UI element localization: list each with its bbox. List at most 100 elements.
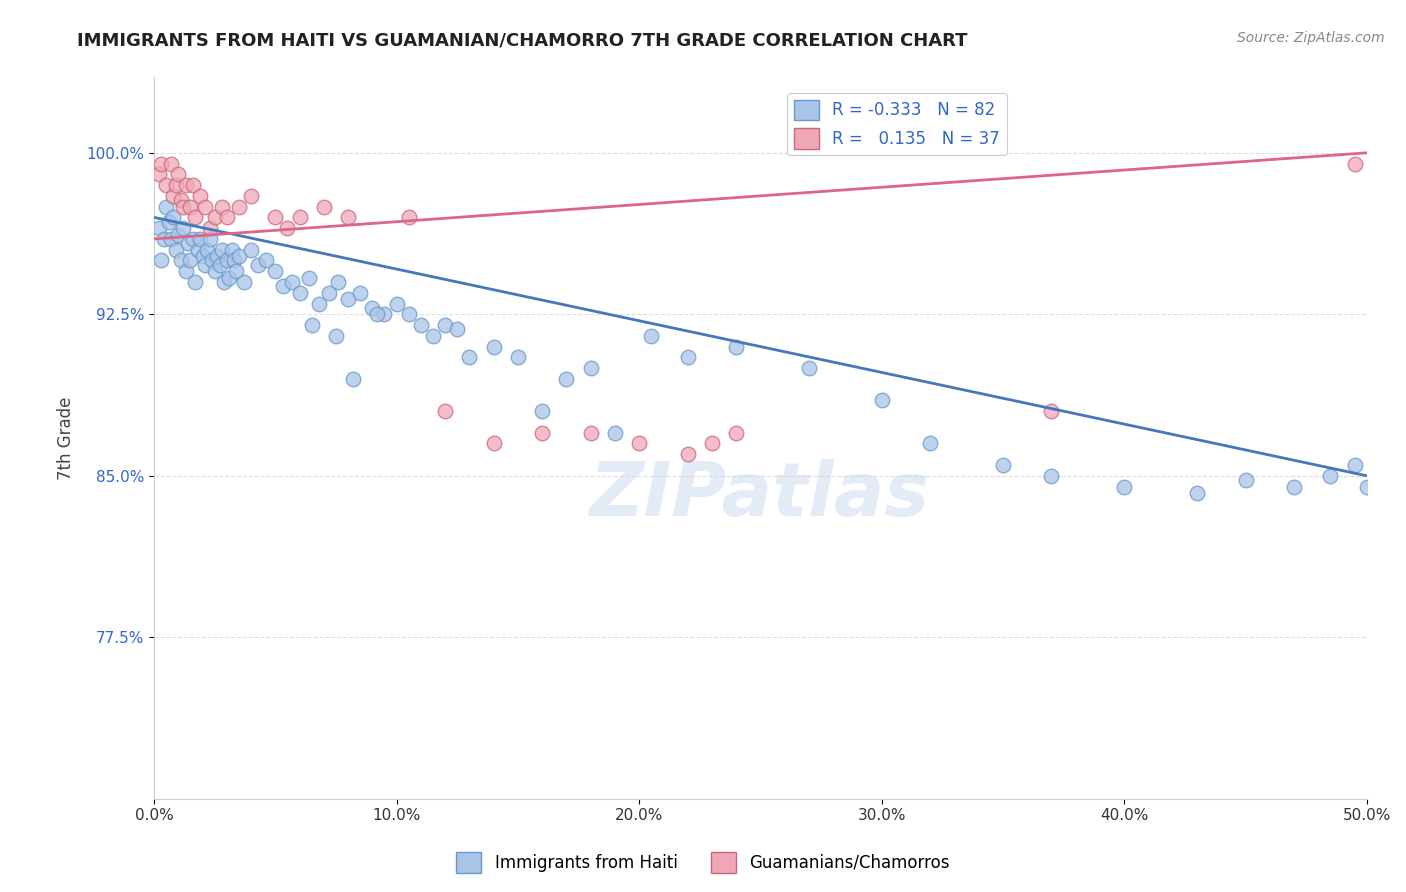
Point xyxy=(201,253,224,268)
Point xyxy=(725,425,748,440)
Point xyxy=(155,200,177,214)
Point xyxy=(531,404,554,418)
Point xyxy=(152,232,174,246)
Point xyxy=(991,458,1014,472)
Y-axis label: 7th Grade: 7th Grade xyxy=(58,396,75,480)
Point xyxy=(640,328,662,343)
Point xyxy=(409,318,432,332)
Point xyxy=(628,436,651,450)
Point xyxy=(165,178,187,193)
Text: Source: ZipAtlas.com: Source: ZipAtlas.com xyxy=(1237,31,1385,45)
Point xyxy=(349,285,371,300)
Point xyxy=(162,211,184,225)
Point xyxy=(506,351,529,365)
Point xyxy=(195,243,218,257)
Point xyxy=(1282,479,1305,493)
Point xyxy=(1185,486,1208,500)
Point xyxy=(531,425,554,440)
Point xyxy=(579,425,602,440)
Point xyxy=(797,361,820,376)
Point xyxy=(150,253,173,268)
Point xyxy=(366,307,388,321)
Point xyxy=(422,328,444,343)
Point xyxy=(198,232,221,246)
Point xyxy=(160,156,183,170)
Point xyxy=(240,243,263,257)
Point xyxy=(167,227,190,242)
Point xyxy=(579,361,602,376)
Point xyxy=(172,221,194,235)
Point xyxy=(194,200,217,214)
Point xyxy=(1344,156,1367,170)
Point xyxy=(373,307,395,321)
Point xyxy=(150,156,173,170)
Point xyxy=(301,318,323,332)
Point xyxy=(208,258,231,272)
Point xyxy=(188,189,211,203)
Point xyxy=(1114,479,1136,493)
Point xyxy=(170,193,193,207)
Point xyxy=(211,243,233,257)
Point xyxy=(232,275,254,289)
Point xyxy=(1234,473,1257,487)
Point xyxy=(211,200,233,214)
Point xyxy=(458,351,481,365)
Point xyxy=(240,189,263,203)
Point xyxy=(676,351,699,365)
Point xyxy=(281,275,304,289)
Point xyxy=(247,258,270,272)
Point xyxy=(194,258,217,272)
Point xyxy=(184,211,207,225)
Point xyxy=(172,200,194,214)
Point xyxy=(434,404,457,418)
Point xyxy=(187,243,209,257)
Point xyxy=(398,307,420,321)
Point xyxy=(920,436,942,450)
Point xyxy=(165,243,187,257)
Point xyxy=(264,211,287,225)
Point xyxy=(385,296,408,310)
Point xyxy=(225,264,247,278)
Point xyxy=(228,249,250,263)
Point xyxy=(318,285,340,300)
Legend: R = -0.333   N = 82, R =   0.135   N = 37: R = -0.333 N = 82, R = 0.135 N = 37 xyxy=(787,93,1007,155)
Point xyxy=(198,221,221,235)
Point xyxy=(181,232,204,246)
Point xyxy=(222,253,245,268)
Point xyxy=(148,167,170,181)
Point xyxy=(188,232,211,246)
Point xyxy=(312,200,335,214)
Point xyxy=(174,264,197,278)
Point xyxy=(325,328,347,343)
Point xyxy=(162,189,184,203)
Point xyxy=(1355,479,1378,493)
Point xyxy=(482,436,505,450)
Point xyxy=(398,211,420,225)
Point xyxy=(215,211,238,225)
Point xyxy=(191,249,214,263)
Point xyxy=(221,243,243,257)
Point xyxy=(725,340,748,354)
Point xyxy=(328,275,350,289)
Point xyxy=(870,393,893,408)
Point xyxy=(157,215,180,229)
Point xyxy=(337,211,360,225)
Point xyxy=(204,211,226,225)
Point xyxy=(482,340,505,354)
Point xyxy=(288,211,311,225)
Point xyxy=(298,270,321,285)
Point xyxy=(342,372,364,386)
Point xyxy=(308,296,330,310)
Point xyxy=(148,221,170,235)
Point xyxy=(218,270,240,285)
Point xyxy=(177,236,200,251)
Point xyxy=(700,436,723,450)
Point xyxy=(434,318,457,332)
Point xyxy=(254,253,277,268)
Point xyxy=(555,372,578,386)
Point xyxy=(204,264,226,278)
Point xyxy=(1344,458,1367,472)
Point xyxy=(361,301,384,315)
Point xyxy=(271,279,294,293)
Point xyxy=(174,178,197,193)
